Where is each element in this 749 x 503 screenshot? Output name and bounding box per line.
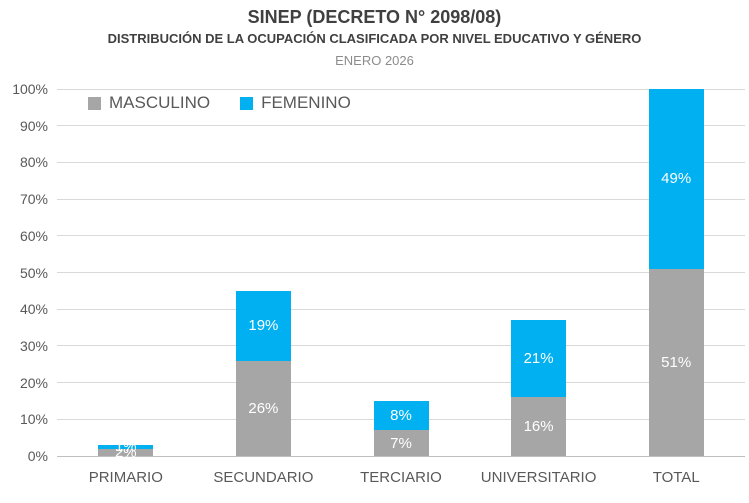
x-tick-label-secundario: SECUNDARIO	[213, 469, 314, 486]
bar-segment-femenino-terciario: 8%	[373, 400, 429, 431]
legend-item-masculino: MASCULINO	[88, 93, 210, 113]
y-tick-label: 10%	[19, 411, 48, 428]
gridline-80	[57, 161, 745, 163]
legend-label: MASCULINO	[109, 93, 211, 112]
bar-value-label: 1%	[114, 438, 137, 456]
gridline-100	[57, 88, 745, 90]
gridline-60	[57, 235, 745, 237]
plot-area: 2% 1% 26% 19% 7% 8% 16% 21% 51% 49%	[57, 88, 745, 460]
y-tick-label: 20%	[19, 374, 48, 391]
bar-segment-masculino-secundario: 26%	[235, 360, 291, 456]
gridline-50	[57, 272, 745, 273]
y-tick-label: 60%	[19, 227, 48, 244]
bar-segment-masculino-universitario: 16%	[511, 397, 567, 456]
chart-period-label: ENERO 2026	[335, 53, 414, 68]
bar-value-label: 21%	[523, 350, 554, 368]
gridline-90	[57, 125, 745, 127]
y-tick-label: 90%	[19, 117, 48, 134]
legend-item-femenino: FEMENINO	[240, 93, 351, 113]
x-tick-label-primario: PRIMARIO	[88, 469, 163, 486]
y-tick-label: 100%	[12, 81, 48, 97]
bar-value-label: 7%	[390, 434, 412, 452]
y-tick-label: 30%	[19, 337, 48, 354]
bar-segment-masculino-total: 51%	[648, 268, 704, 456]
legend-label: FEMENINO	[261, 93, 351, 112]
gridline-30	[57, 345, 745, 347]
bar-value-label: 51%	[661, 353, 692, 371]
y-tick-label: 50%	[19, 264, 48, 281]
bar-segment-femenino-primario: 1%	[98, 439, 154, 454]
x-tick-label-universitario: UNIVERSITARIO	[480, 469, 597, 486]
bar-value-label: 19%	[248, 317, 279, 335]
gridline-20	[57, 382, 745, 384]
bar-value-label: 16%	[523, 418, 554, 436]
x-tick-label-total: TOTAL	[652, 469, 700, 486]
bar-segment-masculino-terciario: 7%	[373, 430, 429, 456]
bar-value-label: 49%	[661, 170, 692, 188]
x-axis-line	[57, 456, 745, 457]
y-tick-label: 70%	[19, 191, 48, 208]
legend-swatch-masculino	[88, 96, 101, 110]
x-tick-label-terciario: TERCIARIO	[360, 469, 442, 486]
bar-segment-femenino-universitario: 21%	[511, 320, 567, 398]
gridline-40	[57, 308, 745, 310]
bar-value-label: 26%	[248, 399, 279, 417]
bar-segment-femenino-total: 49%	[648, 89, 704, 269]
chart-subtitle: DISTRIBUCIÓN DE LA OCUPACIÓN CLASIFICADA…	[107, 31, 642, 46]
legend: MASCULINO FEMENINO	[88, 93, 351, 113]
y-tick-label: 0%	[27, 448, 48, 464]
y-tick-label: 80%	[19, 154, 48, 171]
y-tick-label: 40%	[19, 301, 48, 318]
gridline-70	[57, 198, 745, 200]
chart-title: SINEP (DECRETO N° 2098/08)	[247, 7, 502, 27]
bar-value-label: 8%	[390, 407, 412, 425]
legend-swatch-femenino	[240, 96, 254, 110]
bar-segment-femenino-secundario: 19%	[235, 290, 291, 361]
